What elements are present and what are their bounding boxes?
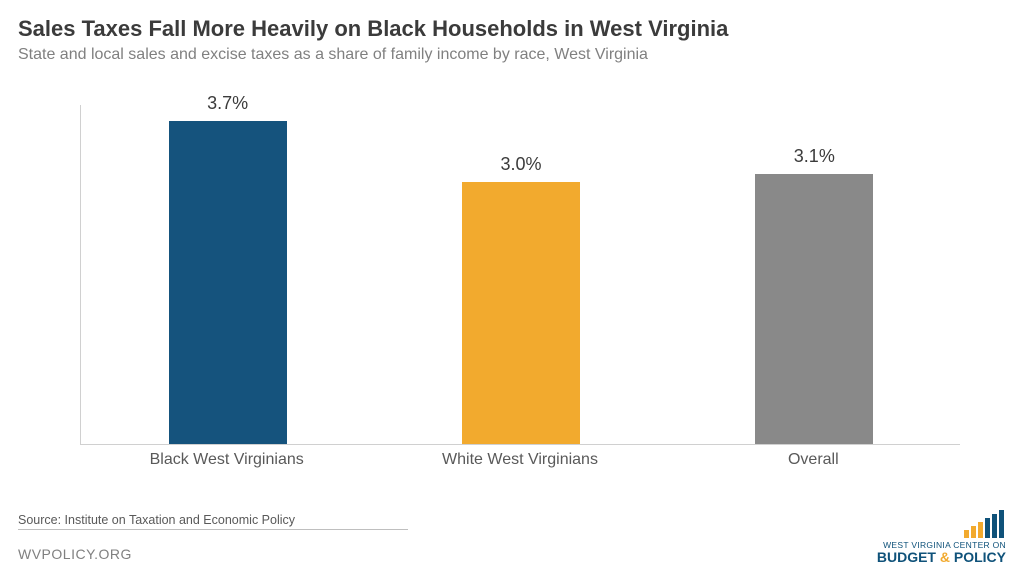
logo-bar-icon	[971, 526, 976, 538]
logo-bar-icon	[992, 514, 997, 538]
logo-bar-icon	[985, 518, 990, 538]
chart-title: Sales Taxes Fall More Heavily on Black H…	[18, 16, 1006, 42]
bar-value-label: 3.0%	[500, 154, 541, 175]
bar-value-label: 3.7%	[207, 93, 248, 114]
site-url: WVPOLICY.ORG	[18, 546, 132, 562]
org-logo: WEST VIRGINIA CENTER ON BUDGET & POLICY	[877, 510, 1006, 564]
logo-word-budget: BUDGET	[877, 549, 936, 565]
logo-bars-icon	[962, 510, 1004, 538]
category-label: White West Virginians	[373, 451, 666, 469]
category-label: Black West Virginians	[80, 451, 373, 469]
chart-header: Sales Taxes Fall More Heavily on Black H…	[0, 0, 1024, 64]
logo-ampersand: &	[936, 549, 954, 565]
logo-bar-icon	[999, 510, 1004, 538]
logo-word-policy: POLICY	[954, 549, 1006, 565]
logo-bar-icon	[978, 522, 983, 538]
bar-value-label: 3.1%	[794, 146, 835, 167]
chart-subtitle: State and local sales and excise taxes a…	[18, 46, 1006, 64]
bar: 3.0%	[462, 182, 580, 444]
bar-chart: 3.7% 3.0% 3.1% Black West VirginiansWhite …	[80, 105, 960, 475]
bar: 3.7%	[169, 121, 287, 444]
bar: 3.1%	[755, 174, 873, 444]
bar-group: 3.1%	[668, 174, 961, 444]
logo-bar-icon	[964, 530, 969, 538]
bar-group: 3.0%	[374, 182, 667, 444]
logo-line2: BUDGET & POLICY	[877, 550, 1006, 564]
source-attribution: Source: Institute on Taxation and Econom…	[18, 513, 408, 530]
bar-group: 3.7%	[81, 121, 374, 444]
plot-area: 3.7% 3.0% 3.1%	[80, 105, 960, 445]
category-label: Overall	[667, 451, 960, 469]
